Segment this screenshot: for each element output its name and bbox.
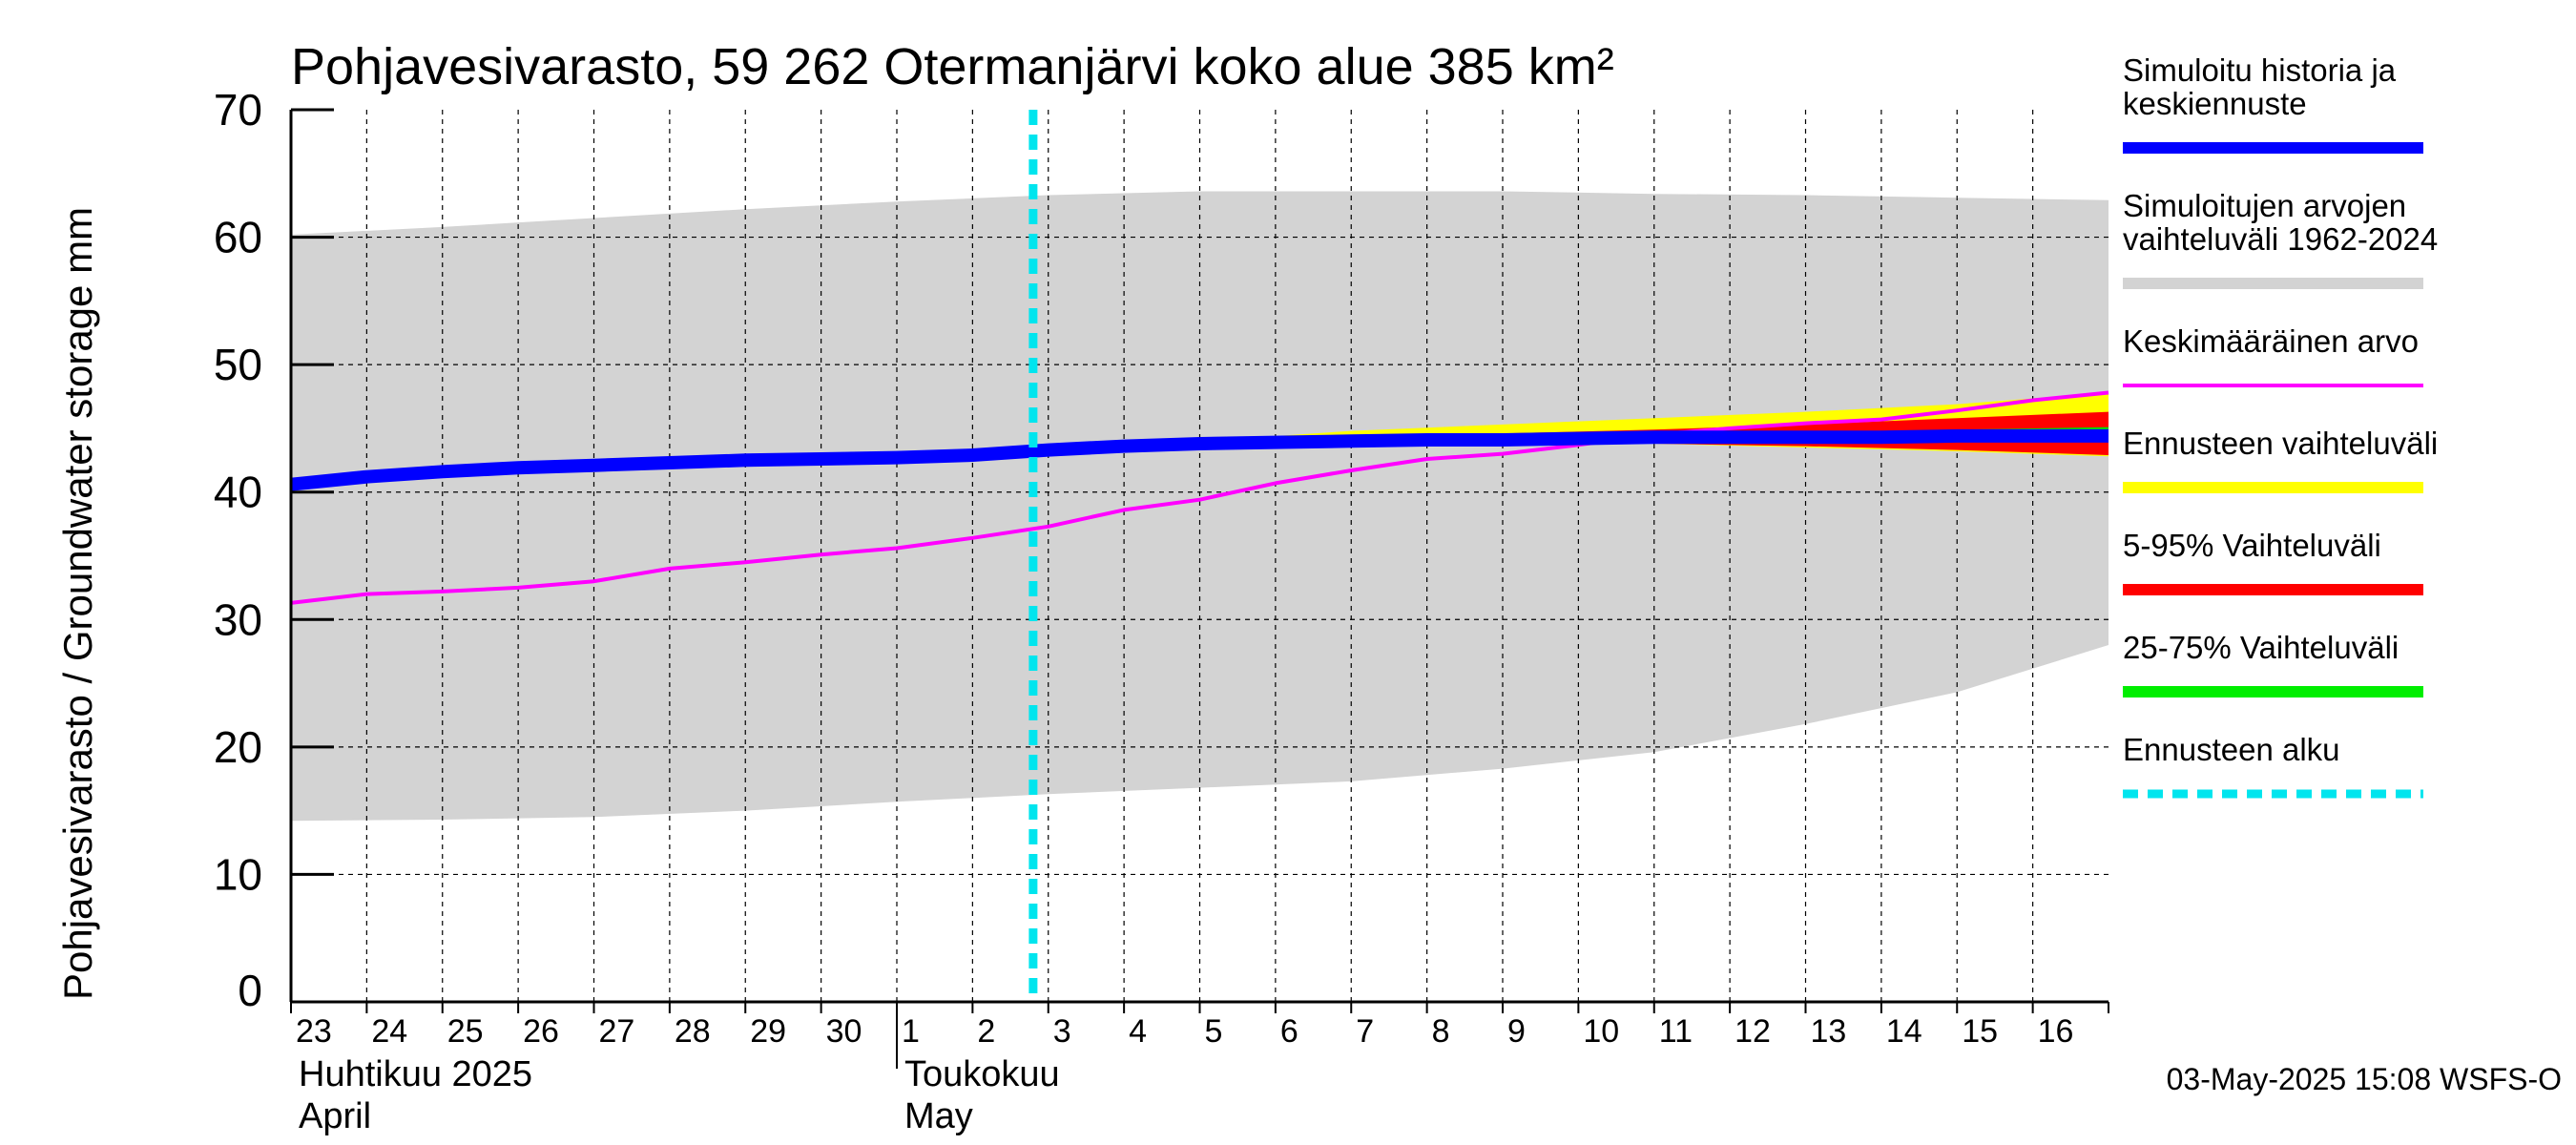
x-tick-label: 27 (599, 1013, 635, 1050)
month-label-fi: Huhtikuu 2025 (299, 1054, 532, 1094)
y-tick-label: 0 (238, 966, 262, 1015)
legend-label: Simuloitujen arvojen (2123, 188, 2406, 223)
x-tick-label: 29 (750, 1013, 786, 1050)
x-tick-label: 4 (1129, 1013, 1147, 1050)
x-tick-label: 14 (1886, 1013, 1922, 1050)
simulated-median-line (290, 428, 2109, 491)
chart-title: Pohjavesivarasto, 59 262 Otermanjärvi ko… (291, 38, 1614, 95)
month-label-fi: Toukokuu (904, 1054, 1060, 1094)
x-tick-label: 13 (1811, 1013, 1847, 1050)
x-tick-label: 30 (826, 1013, 862, 1050)
y-tick-label: 50 (214, 340, 262, 389)
y-tick-label: 30 (214, 594, 262, 644)
legend-label: Keskimääräinen arvo (2123, 323, 2419, 359)
grid (291, 110, 2109, 1002)
x-tick-label: 12 (1735, 1013, 1771, 1050)
y-tick-label: 20 (214, 722, 262, 772)
x-tick-label: 16 (2038, 1013, 2074, 1050)
month-label-en: May (904, 1096, 973, 1136)
x-tick-label: 28 (675, 1013, 711, 1050)
legend-label: Ennusteen alku (2123, 732, 2340, 767)
legend-label: 25-75% Vaihteluväli (2123, 630, 2399, 665)
legend-label: 5-95% Vaihteluväli (2123, 528, 2381, 563)
x-tick-label: 23 (296, 1013, 332, 1050)
y-axis-label: Pohjavesivarasto / Groundwater storage m… (55, 207, 100, 1000)
month-label-en: April (299, 1096, 371, 1136)
legend-label: Simuloitu historia ja (2123, 52, 2397, 88)
x-tick-label: 15 (1962, 1013, 1998, 1050)
legend-label: Ennusteen vaihteluväli (2123, 426, 2438, 461)
x-tick-label: 24 (371, 1013, 407, 1050)
y-tick-label: 40 (214, 468, 262, 517)
y-tick-label: 10 (214, 849, 262, 899)
x-tick-label: 3 (1053, 1013, 1071, 1050)
y-tick-label: 70 (214, 85, 262, 135)
x-tick-label: 2 (977, 1013, 995, 1050)
x-tick-label: 7 (1356, 1013, 1374, 1050)
x-tick-label: 8 (1432, 1013, 1450, 1050)
legend-label: vaihteluväli 1962-2024 (2123, 221, 2438, 257)
x-tick-label: 10 (1583, 1013, 1619, 1050)
mean-value-line (290, 390, 2109, 605)
x-tick-label: 5 (1205, 1013, 1223, 1050)
x-tick-label: 6 (1280, 1013, 1298, 1050)
legend-label: keskiennuste (2123, 86, 2307, 121)
x-tick-label: 26 (523, 1013, 559, 1050)
y-tick-label: 60 (214, 213, 262, 262)
x-tick-label: 25 (447, 1013, 484, 1050)
x-tick-label: 1 (902, 1013, 920, 1050)
x-tick-label: 9 (1507, 1013, 1526, 1050)
timestamp-label: 03-May-2025 15:08 WSFS-O (2167, 1062, 2562, 1096)
x-tick-label: 11 (1659, 1013, 1693, 1050)
